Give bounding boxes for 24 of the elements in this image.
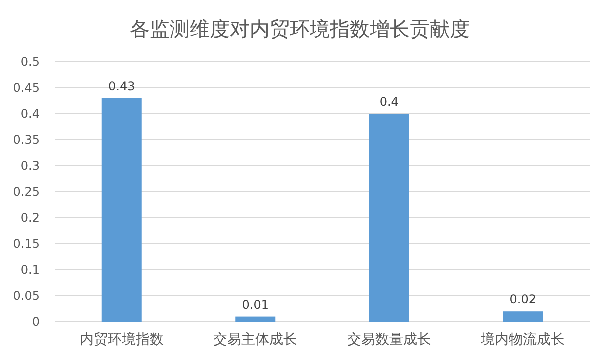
- data-label: 0.02: [510, 292, 536, 307]
- x-tick-label: 境内物流成长: [480, 332, 566, 348]
- y-tick-label: 0.3: [20, 159, 40, 173]
- y-tick-label: 0.45: [13, 81, 40, 95]
- y-tick-label: 0.05: [13, 289, 40, 303]
- x-tick-label: 内贸环境指数: [80, 332, 164, 348]
- y-tick-label: 0: [32, 315, 40, 329]
- y-tick-label: 0.35: [13, 133, 40, 147]
- bar: [503, 312, 544, 322]
- chart-title: 各监测维度对内贸环境指数增长贡献度: [130, 17, 470, 41]
- bar: [369, 114, 410, 322]
- y-tick-label: 0.5: [20, 55, 40, 69]
- y-tick-label: 0.15: [13, 237, 40, 251]
- data-label: 0.01: [242, 298, 269, 312]
- y-tick-label: 0.25: [13, 185, 40, 199]
- data-label: 0.4: [380, 95, 399, 109]
- bar: [236, 316, 276, 322]
- data-label: 0.43: [108, 79, 136, 94]
- y-tick-label: 0.2: [20, 211, 40, 225]
- y-tick-label: 0.1: [20, 263, 40, 277]
- y-tick-label: 0.4: [20, 107, 40, 121]
- x-tick-label: 交易主体成长: [214, 332, 298, 348]
- bar: [102, 98, 142, 322]
- x-tick-label: 交易数量成长: [347, 332, 432, 348]
